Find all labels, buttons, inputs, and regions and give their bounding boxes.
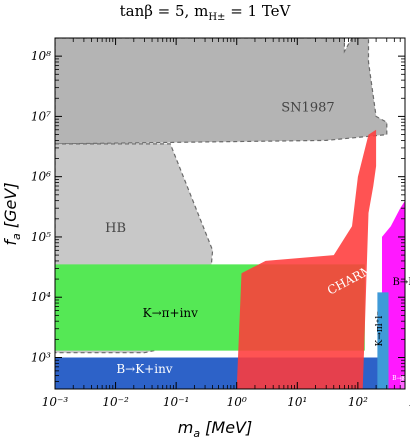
y-tick-label: 10⁷ bbox=[31, 109, 51, 123]
title-sub: H± bbox=[208, 12, 226, 23]
x-tick-label: 10² bbox=[348, 395, 368, 409]
y-tick-label: 10⁸ bbox=[31, 49, 51, 63]
label-bk_inv: B→K+inv bbox=[116, 362, 172, 376]
plot-frame bbox=[54, 37, 406, 390]
y-tick-label: 10³ bbox=[31, 350, 51, 364]
x-tick-label: 10³ bbox=[408, 395, 410, 409]
y-tick-label: 10⁶ bbox=[31, 170, 51, 184]
region-charm bbox=[236, 129, 377, 389]
y-tick-label: 10⁴ bbox=[31, 290, 51, 304]
title-tail: = 1 TeV bbox=[225, 2, 291, 20]
label-hb: HB bbox=[105, 221, 126, 236]
title-main: tanβ = 5, m bbox=[119, 2, 209, 20]
ticks-layer: 10⁻³ 10⁻² 10⁻¹ 10⁰ 10¹ 10² 10³ 10³ 10⁴ 10⁵ 10⁶ 10⁷ 1… bbox=[31, 37, 410, 409]
label-kpill: K→πl⁺l⁻ bbox=[375, 311, 385, 347]
x-tick-label: 10⁰ bbox=[227, 395, 247, 409]
x-tick-label: 10⁻¹ bbox=[163, 395, 189, 409]
region-k-l-l- bbox=[377, 292, 389, 389]
x-axis-label: ma [MeV] bbox=[178, 418, 253, 440]
regions-layer bbox=[55, 38, 405, 389]
label-sn1987: SN1987 bbox=[281, 101, 334, 116]
x-tick-label: 10⁻² bbox=[102, 395, 129, 409]
y-axis-label: fa [GeV] bbox=[1, 182, 23, 245]
region-b-k- bbox=[400, 375, 405, 389]
label-bkgg: B→Kγγ bbox=[392, 375, 410, 382]
y-tick-label: 10⁵ bbox=[31, 230, 51, 244]
label-kpi_inv: K→π+inv bbox=[143, 306, 199, 320]
label-bkll: B→Kl⁺l⁻ bbox=[392, 277, 410, 288]
chart-title: tanβ = 5, mH± = 1 TeV bbox=[0, 2, 410, 23]
x-tick-label: 10⁻³ bbox=[42, 395, 69, 409]
x-tick-label: 10¹ bbox=[287, 395, 307, 409]
region-sn1987 bbox=[55, 38, 388, 145]
